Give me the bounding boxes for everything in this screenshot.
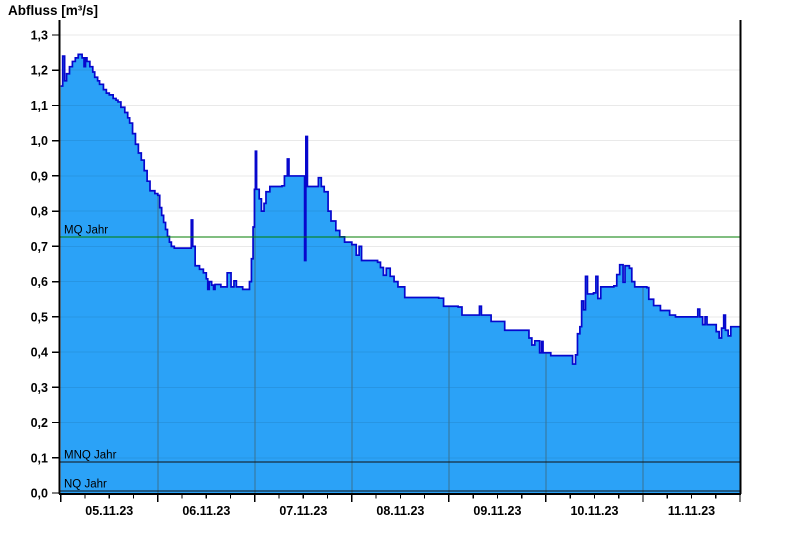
y-tick-label: 0,6 [31, 275, 48, 289]
x-tick-label: 07.11.23 [279, 504, 327, 518]
y-tick-label: 0,1 [31, 451, 48, 465]
mnq-reference-label: MNQ Jahr [64, 449, 117, 461]
x-axis-ticks: 05.11.23 06.11.23 07.11.23 08.11.23 09.11.23… [60, 494, 741, 518]
x-tick-label: 05.11.23 [85, 504, 133, 518]
x-tick-label: 11.11.23 [668, 504, 715, 518]
y-tick-label: 0,4 [31, 346, 48, 360]
x-tick-label: 09.11.23 [473, 504, 521, 518]
nq-reference-label: NQ Jahr [64, 478, 107, 490]
y-tick-label: 0,8 [31, 205, 48, 219]
y-tick-label: 0,9 [31, 169, 48, 183]
y-tick-label: 1,1 [31, 99, 48, 113]
mq-reference-label: MQ Jahr [64, 224, 108, 236]
y-tick-label: 0,5 [31, 310, 48, 324]
discharge-area-fill [60, 54, 740, 493]
x-tick-label: 06.11.23 [182, 504, 230, 518]
y-axis-ticks: 0,0 0,1 0,2 0,3 0,4 0,5 0,6 0,7 0,8 0,9 1,0 1,1 1,2 1… [31, 29, 60, 501]
discharge-step-line [60, 53, 740, 365]
y-tick-label: 0,7 [31, 240, 48, 254]
y-tick-label: 0,0 [31, 487, 48, 501]
x-tick-label: 08.11.23 [376, 504, 424, 518]
y-tick-label: 0,3 [31, 381, 48, 395]
y-tick-label: 0,2 [31, 416, 48, 430]
y-tick-label: 1,3 [31, 29, 48, 43]
chart-title: Abfluss [m³/s] [8, 3, 99, 18]
y-tick-label: 1,0 [31, 134, 48, 148]
x-tick-label: 10.11.23 [570, 504, 618, 518]
y-tick-label: 1,2 [31, 64, 48, 78]
